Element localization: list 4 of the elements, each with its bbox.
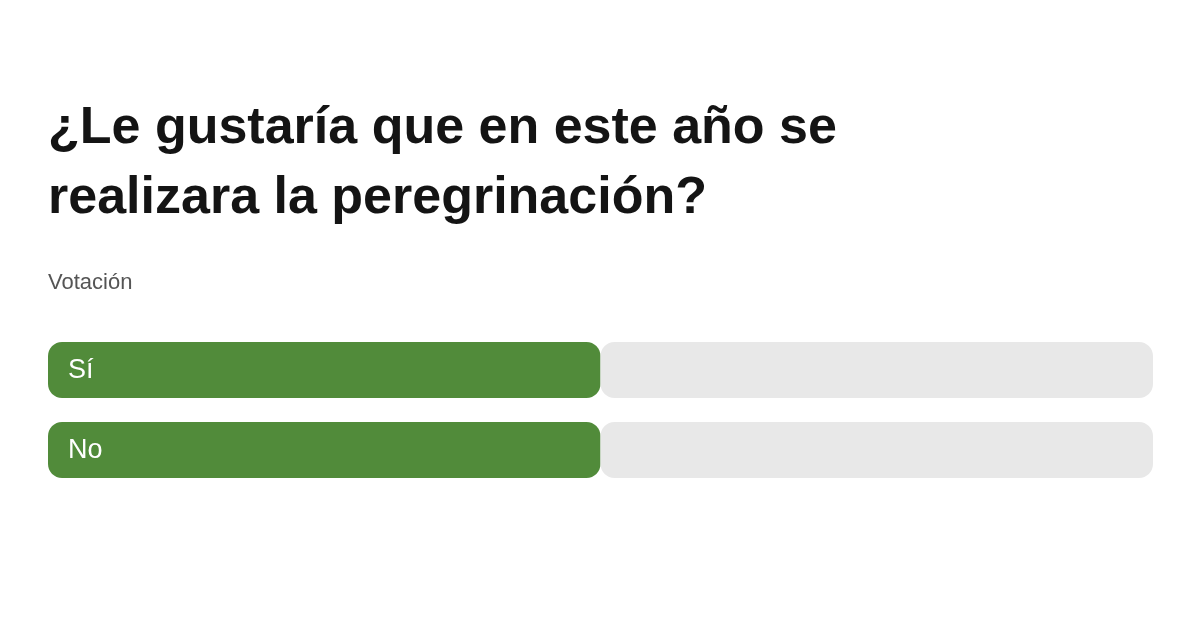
y-tick-label: Sí [68, 354, 95, 384]
chart-title: ¿Le gustaría que en este año se realizara la peregrinación? [48, 95, 838, 226]
y-tick-label: No [68, 434, 103, 464]
chart-subtitle: Votación [48, 268, 133, 296]
